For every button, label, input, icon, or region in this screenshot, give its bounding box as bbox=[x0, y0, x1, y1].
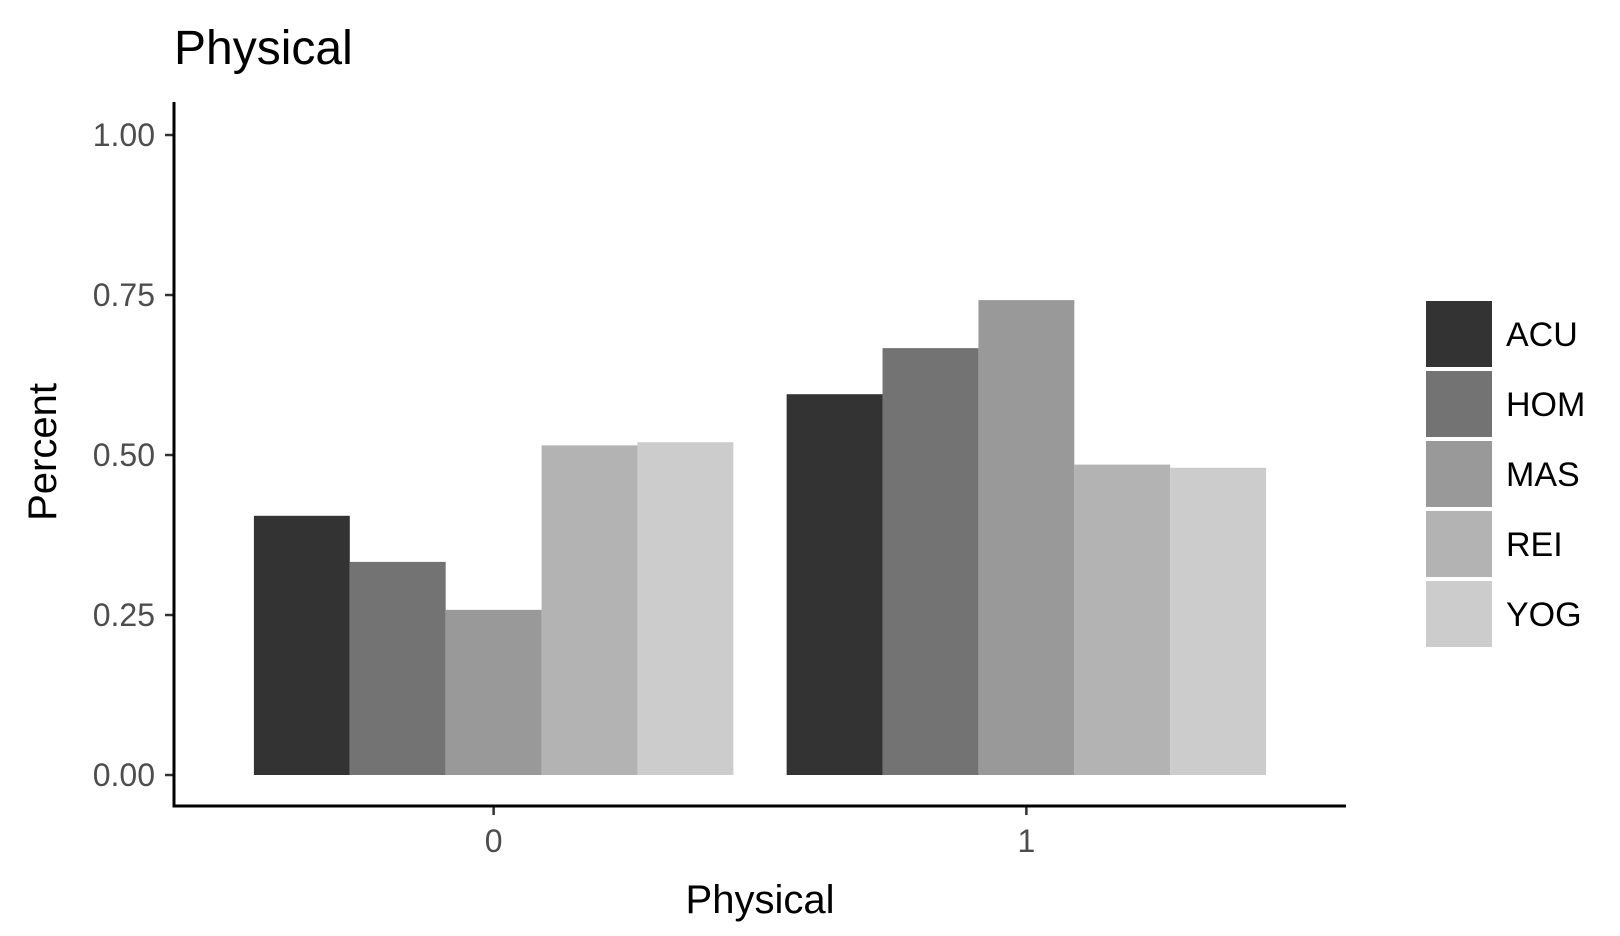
bar-rei-0 bbox=[541, 445, 638, 775]
bar-acu-1 bbox=[786, 394, 883, 775]
bar-rei-1 bbox=[1074, 464, 1171, 775]
x-axis-title: Physical bbox=[686, 878, 835, 922]
legend-key-mas bbox=[1426, 441, 1492, 507]
legend-key-acu bbox=[1426, 301, 1492, 367]
legend-label-acu: ACU bbox=[1506, 316, 1578, 354]
legend: ACU HOM MAS REI YOG bbox=[1426, 301, 1585, 647]
y-tick-label: 0.75 bbox=[93, 277, 155, 313]
bar-mas-1 bbox=[978, 300, 1075, 775]
y-tick-label: 0.50 bbox=[93, 437, 155, 473]
chart-title: Physical bbox=[174, 22, 353, 75]
bar-mas-0 bbox=[445, 609, 542, 775]
legend-label-rei: REI bbox=[1506, 526, 1563, 564]
legend-label-yog: YOG bbox=[1506, 596, 1582, 634]
legend-label-hom: HOM bbox=[1506, 386, 1585, 424]
bar-yog-1 bbox=[1170, 467, 1267, 775]
x-tick-label: 0 bbox=[485, 823, 503, 859]
bar-hom-0 bbox=[349, 561, 446, 775]
legend-key-hom bbox=[1426, 371, 1492, 437]
legend-key-rei bbox=[1426, 511, 1492, 577]
x-tick-label: 1 bbox=[1017, 823, 1035, 859]
y-tick-label: 1.00 bbox=[93, 117, 155, 153]
bar-yog-0 bbox=[637, 442, 734, 775]
y-tick-label: 0.25 bbox=[93, 597, 155, 633]
bars-group bbox=[253, 300, 1267, 775]
y-axis-ticks: 0.00 0.25 0.50 0.75 1.00 bbox=[93, 117, 174, 793]
y-axis-title: Percent bbox=[21, 383, 65, 521]
legend-key-yog bbox=[1426, 581, 1492, 647]
y-tick-label: 0.00 bbox=[93, 757, 155, 793]
bar-hom-1 bbox=[882, 348, 979, 775]
legend-label-mas: MAS bbox=[1506, 456, 1580, 494]
bar-acu-0 bbox=[253, 515, 350, 775]
